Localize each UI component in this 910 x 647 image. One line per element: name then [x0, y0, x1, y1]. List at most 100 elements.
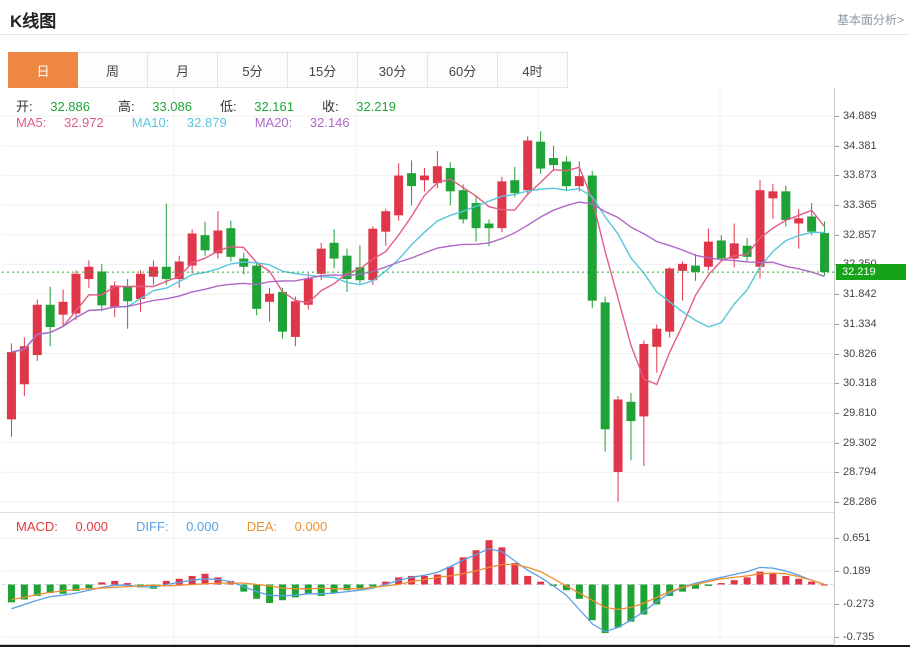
ohlc-legend: 开: 32.886 高: 33.086 低: 32.161 收: 32.219 — [16, 96, 424, 115]
tab-15min[interactable]: 15分 — [288, 52, 358, 88]
macd-bar — [821, 584, 829, 586]
macd-bar — [46, 584, 54, 594]
candle — [187, 233, 197, 266]
header-divider — [0, 34, 910, 35]
macd-bar — [98, 582, 106, 585]
ma20-value: MA20: 32.146 — [254, 115, 350, 130]
candle — [458, 190, 468, 220]
macd-bar — [343, 584, 351, 591]
macd-bar — [743, 577, 751, 585]
macd-bar — [162, 580, 170, 585]
candle — [265, 293, 275, 302]
panel-divider — [0, 512, 834, 513]
macd-bar — [691, 584, 699, 589]
candle — [226, 228, 236, 257]
diff-value: DIFF: 0.000 — [136, 519, 219, 534]
ohlc-open: 开: 32.886 — [16, 99, 90, 114]
candle — [613, 399, 623, 472]
candle — [587, 175, 597, 301]
macd-bar — [653, 584, 661, 605]
macd-chart[interactable] — [2, 513, 834, 644]
macd-bar — [72, 584, 80, 591]
macd-bar — [795, 578, 803, 585]
macd-bar — [459, 557, 467, 585]
macd-bar — [408, 575, 416, 585]
fundamental-analysis-link[interactable]: 基本面分析> — [836, 13, 904, 27]
macd-value: MACD: 0.000 — [16, 519, 109, 534]
tab-month[interactable]: 月 — [148, 52, 218, 88]
price-tick-label: 31.334 — [843, 317, 877, 330]
candle — [510, 180, 520, 194]
candle — [755, 190, 765, 267]
macd-tick-label: -0.273 — [843, 598, 875, 610]
candle — [419, 175, 429, 181]
candle — [316, 248, 326, 274]
macd-bar — [214, 577, 222, 585]
candle — [32, 304, 42, 356]
candle — [523, 140, 533, 191]
tab-4hour[interactable]: 4时 — [498, 52, 568, 88]
axis-tick — [835, 323, 839, 325]
macd-bar — [562, 584, 570, 591]
macd-bar — [511, 563, 519, 585]
price-tick-label: 33.873 — [843, 169, 877, 182]
candle — [84, 266, 94, 280]
candle — [626, 401, 636, 422]
tab-day[interactable]: 日 — [8, 52, 78, 88]
macd-bar — [278, 584, 286, 601]
macd-bar — [266, 584, 274, 604]
candle — [394, 175, 404, 216]
candle — [716, 240, 726, 259]
candle — [97, 271, 107, 306]
candle — [432, 166, 442, 184]
candle — [290, 301, 300, 337]
interval-tab-bar: 日周月 5分 15分 30分 60分 4时 — [8, 52, 568, 88]
macd-bar — [756, 571, 764, 585]
macd-bar — [627, 584, 635, 622]
tab-30min[interactable]: 30分 — [358, 52, 428, 88]
macd-bar — [588, 584, 596, 621]
ohlc-high: 高: 33.086 — [118, 99, 192, 114]
macd-bar — [730, 580, 738, 585]
candle — [497, 181, 507, 229]
candle — [536, 141, 546, 169]
macd-bar — [472, 550, 480, 585]
tab-5min[interactable]: 5分 — [218, 52, 288, 88]
macd-bar — [382, 581, 390, 585]
axis-tick — [835, 412, 839, 414]
macd-bar — [524, 575, 532, 585]
macd-bar — [291, 584, 299, 598]
tab-60min[interactable]: 60分 — [428, 52, 498, 88]
ma5-line — [11, 166, 826, 386]
ohlc-low: 低: 32.161 — [220, 99, 294, 114]
axis-tick — [835, 205, 839, 207]
candle — [781, 191, 791, 220]
window-bottom-edge — [0, 645, 910, 647]
ohlc-close: 收: 32.219 — [322, 99, 396, 114]
candle — [690, 265, 700, 273]
diff-line — [11, 548, 825, 633]
candle — [652, 328, 662, 347]
candle — [71, 273, 81, 314]
candle — [381, 211, 391, 232]
candle — [213, 230, 223, 254]
price-axis: 34.88934.38133.87333.36532.85732.35031.8… — [834, 88, 910, 644]
candle — [820, 233, 830, 273]
candle — [303, 278, 313, 305]
macd-bar — [7, 584, 15, 603]
tab-week[interactable]: 周 — [78, 52, 148, 88]
candle — [484, 223, 494, 229]
candle — [45, 304, 55, 327]
macd-bar — [485, 540, 493, 585]
axis-tick — [835, 472, 839, 474]
macd-bar — [808, 581, 816, 585]
price-tick-label: 34.381 — [843, 139, 877, 152]
macd-bar — [420, 575, 428, 585]
macd-bar — [304, 584, 312, 595]
candlestick-chart[interactable] — [2, 88, 834, 513]
price-tick-label: 32.857 — [843, 228, 877, 241]
candle — [639, 343, 649, 417]
candle — [110, 285, 120, 308]
macd-legend: MACD: 0.000 DIFF: 0.000 DEA: 0.000 — [16, 519, 355, 534]
candle — [549, 158, 559, 166]
